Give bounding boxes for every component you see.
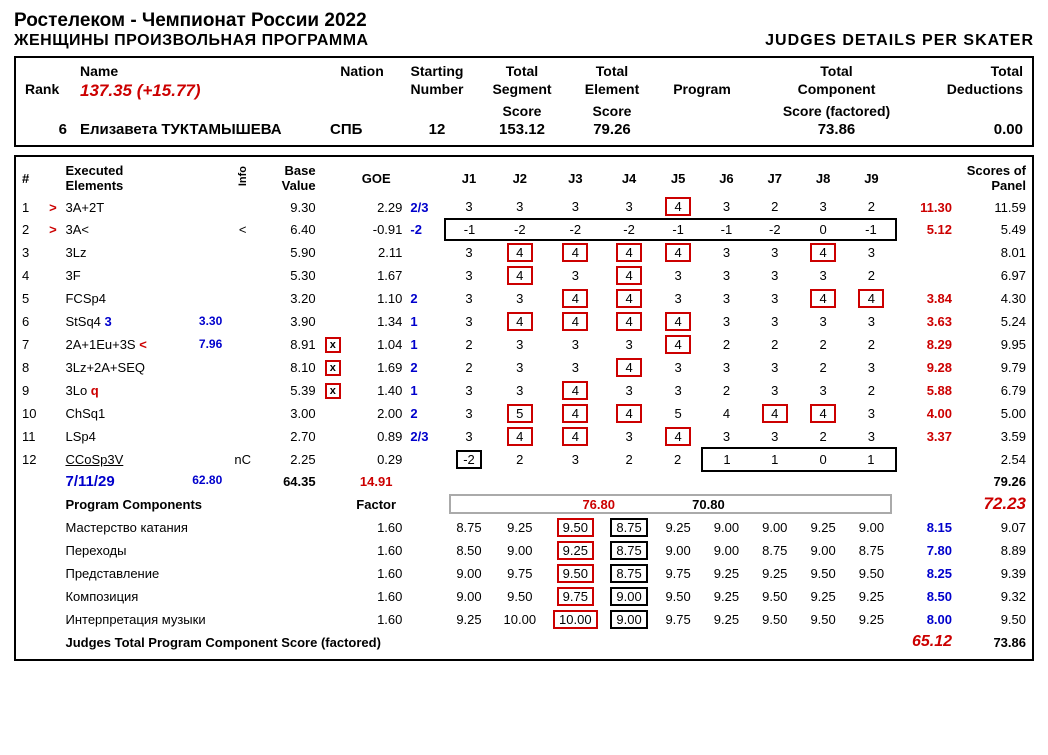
h-j5: J5 [654,161,702,195]
bar-left: 76.80 [582,497,615,512]
h-j6: J6 [702,161,750,195]
pcs-row: Представление1.609.009.759.508.759.759.2… [18,562,1030,585]
pcs-row: Переходы1.608.509.009.258.759.009.008.75… [18,539,1030,562]
title-line2: ЖЕНЩИНЫ ПРОИЗВОЛЬНАЯ ПРОГРАММА [14,32,369,50]
element-row: 83Lz+2A+SEQ8.10x1.6922334333239.289.79 [18,356,1030,379]
elements-box: # ExecutedElements Info BaseValue GOE J1… [14,155,1034,661]
h-j3: J3 [546,161,604,195]
lbl-starting: Starting [397,62,477,80]
h-j4: J4 [604,161,654,195]
val-tes: 79.26 [567,120,657,139]
val-nation: СПБ [327,120,397,139]
totals-date: 7/11/29 [65,473,114,490]
pcs-row: Интерпретация музыки1.609.2510.0010.009.… [18,608,1030,631]
h-j9: J9 [847,161,895,195]
lbl-tes2: Element [567,80,657,102]
element-row: 93Lo q5.39x1.4013343323325.886.79 [18,379,1030,402]
footer-sop: 73.86 [956,631,1030,653]
lbl-name: Name [77,62,327,80]
lbl-tss1: Total [477,62,567,80]
lbl-tes3: Score [567,102,657,120]
h-j1: J1 [445,161,493,195]
val-name: Елизавета ТУКТАМЫШЕВА [77,120,327,139]
lbl-tss2: Segment [477,80,567,102]
overlay-score: 137.35 (+15.77) [80,81,201,100]
h-j8: J8 [799,161,847,195]
pcs-factor-lbl: Factor [346,492,406,516]
element-row: 10ChSq13.002.0023544544434.005.00 [18,402,1030,425]
pcs-row: Мастерство катания1.608.759.259.508.759.… [18,516,1030,539]
element-row: 1>3A+2T9.302.292/333334323211.3011.59 [18,195,1030,219]
totals-goe: 14.91 [346,471,406,492]
element-row: 33Lz5.902.113444433438.01 [18,240,1030,264]
lbl-ded2: Deductions [926,80,1026,102]
elements-table: # ExecutedElements Info BaseValue GOE J1… [18,161,1030,653]
footer-calc: 65.12 [912,633,952,650]
title-right: JUDGES DETAILS PER SKATER [765,32,1034,50]
element-row: 12CCoSp3VnC2.250.29-2232211012.54 [18,448,1030,471]
totals-extra: 62.80 [192,473,222,487]
val-rank: 6 [22,120,77,139]
totals-sop: 79.26 [956,471,1030,492]
header: Ростелеком - Чемпионат России 2022 ЖЕНЩИ… [14,10,1034,50]
lbl-pcs1: Total [747,62,926,80]
footer-label: Judges Total Program Component Score (fa… [61,631,493,653]
h-bv: BaseValue [259,161,319,195]
lbl-pcs3: Score (factored) [747,102,926,120]
totals-bv: 64.35 [259,471,319,492]
h-goe: GOE [346,161,406,195]
val-start: 12 [397,120,477,139]
element-row: 43F5.301.673434333326.97 [18,264,1030,287]
val-ded: 0.00 [926,120,1026,139]
pcs-row: Композиция1.609.009.509.759.009.509.259.… [18,585,1030,608]
h-j2: J2 [493,161,546,195]
bar-right: 70.80 [692,497,725,512]
summary-table: Name Nation Starting Total Total Total T… [22,62,1026,139]
lbl-tes1: Total [567,62,657,80]
h-exec: ExecutedElements [61,161,226,195]
val-pcs: 73.86 [747,120,926,139]
lbl-nation: Nation [327,62,397,80]
pcs-total-calc: 72.23 [983,494,1026,513]
element-row: 5FCSp43.201.1023344333443.844.30 [18,287,1030,310]
lbl-pcs2: Component [747,80,926,102]
score-bar: 76.80 70.80 [449,494,892,514]
lbl-rank: Rank [22,80,77,102]
h-sop: Scores ofPanel [956,161,1030,195]
element-row: 11LSp42.700.892/33443433233.373.59 [18,425,1030,448]
summary-box: Name Nation Starting Total Total Total T… [14,56,1034,147]
h-num: # [18,161,44,195]
element-row: 72A+1Eu+3S <7.968.91x1.0412333422228.299… [18,333,1030,356]
h-j7: J7 [751,161,799,195]
pcs-header: Program Components [61,492,226,516]
element-row: 6StSq4 33.303.901.3413444433333.635.24 [18,310,1030,333]
lbl-tss3: Score [477,102,567,120]
lbl-ded1: Total [926,62,1026,80]
lbl-program: Program [657,80,747,102]
lbl-number: Number [397,80,477,102]
h-info: Info [226,161,259,195]
element-row: 2>3A<<6.40-0.91-2-1-2-2-2-1-1-20-15.125.… [18,219,1030,240]
val-tss: 153.12 [477,120,567,139]
title-line1: Ростелеком - Чемпионат России 2022 [14,10,1034,32]
